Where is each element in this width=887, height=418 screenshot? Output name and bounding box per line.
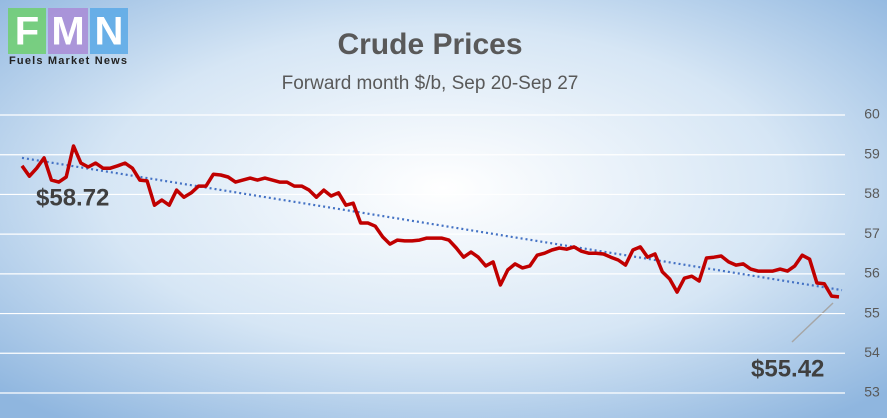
- logo-tagline: Fuels Market News: [9, 55, 127, 67]
- y-tick-label: 54: [864, 344, 880, 360]
- logo-letter: N: [95, 10, 124, 54]
- leader-line: [791, 302, 834, 343]
- logo-block: [90, 8, 128, 54]
- y-tick-label: 56: [864, 265, 880, 281]
- y-tick-label: 57: [864, 225, 880, 241]
- y-tick-label: 53: [864, 384, 880, 400]
- y-tick-label: 60: [864, 106, 880, 122]
- logo-letter: M: [51, 10, 84, 54]
- trend-line: [21, 156, 843, 292]
- line-series: [20, 144, 840, 299]
- annotation: $55.42: [751, 355, 824, 382]
- y-tick-label: 59: [864, 145, 880, 161]
- logo-letter: F: [15, 10, 39, 54]
- logo-block: [48, 8, 88, 54]
- logo-block: [8, 8, 46, 54]
- chart-subtitle: Forward month $/b, Sep 20-Sep 27: [282, 73, 579, 94]
- logo: F M N Fuels Market News: [8, 8, 128, 67]
- y-tick-label: 58: [864, 185, 880, 201]
- annotation: $58.72: [36, 184, 109, 211]
- y-tick-label: 55: [864, 304, 880, 320]
- chart-title: Crude Prices: [337, 28, 522, 61]
